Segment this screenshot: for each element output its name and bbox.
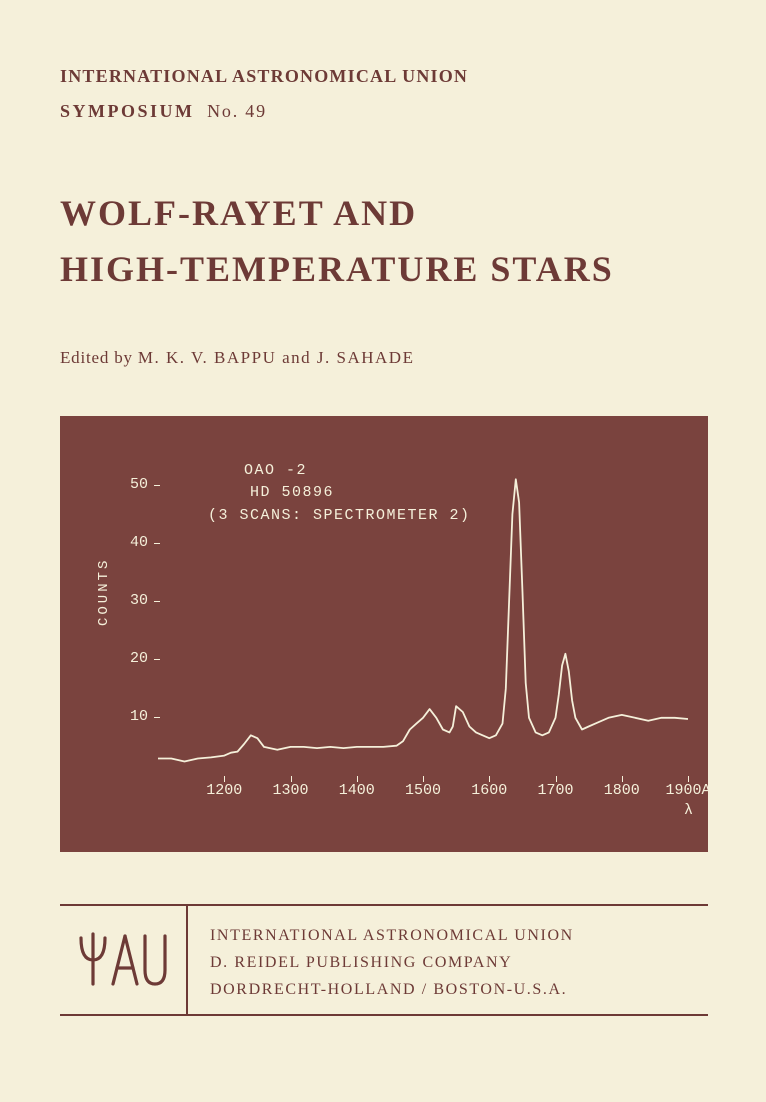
x-tick-label: 1800 — [604, 782, 640, 799]
y-tick-label: 10 — [122, 708, 148, 725]
spectrum-line — [158, 456, 688, 776]
book-cover: INTERNATIONAL ASTRONOMICAL UNION SYMPOSI… — [0, 0, 766, 1102]
publisher-line-1: INTERNATIONAL ASTRONOMICAL UNION — [210, 922, 708, 949]
x-tick-label: 1200 — [206, 782, 242, 799]
x-tick-label: 1400 — [339, 782, 375, 799]
title-line-1: WOLF-RAYET AND — [60, 186, 712, 242]
spectrum-chart: OAO -2 HD 50896 (3 SCANS: SPECTROMETER 2… — [60, 416, 708, 852]
editors-line: Edited by M. K. V. BAPPU and J. SAHADE — [60, 348, 712, 368]
symposium-number: No. 49 — [207, 101, 267, 121]
x-tick-label: 1700 — [537, 782, 573, 799]
publisher-text: INTERNATIONAL ASTRONOMICAL UNION D. REID… — [188, 906, 708, 1014]
y-tick-label: 20 — [122, 650, 148, 667]
y-tick-label: 50 — [122, 476, 148, 493]
x-tick-label: 1500 — [405, 782, 441, 799]
editors-names: M. K. V. BAPPU and J. SAHADE — [138, 348, 415, 367]
x-tick-label: 1900A — [665, 782, 710, 799]
y-axis-label: COUNTS — [96, 557, 112, 625]
y-tick-label: 30 — [122, 592, 148, 609]
x-tick-label: 1600 — [471, 782, 507, 799]
publisher-footer: INTERNATIONAL ASTRONOMICAL UNION D. REID… — [60, 904, 708, 1016]
iau-logo-icon — [75, 928, 171, 992]
iau-logo-cell — [60, 906, 188, 1014]
x-axis-label: λ — [684, 802, 693, 819]
y-tick-label: 40 — [122, 534, 148, 551]
title-line-2: HIGH-TEMPERATURE STARS — [60, 242, 712, 298]
organization-name: INTERNATIONAL ASTRONOMICAL UNION — [60, 66, 712, 87]
editors-prefix: Edited by — [60, 348, 133, 367]
publisher-line-2: D. REIDEL PUBLISHING COMPANY — [210, 949, 708, 976]
publisher-line-3: DORDRECHT-HOLLAND / BOSTON-U.S.A. — [210, 976, 708, 1003]
main-title: WOLF-RAYET AND HIGH-TEMPERATURE STARS — [60, 186, 712, 298]
symposium-line: SYMPOSIUM No. 49 — [60, 101, 712, 122]
symposium-label: SYMPOSIUM — [60, 101, 195, 121]
x-tick-label: 1300 — [272, 782, 308, 799]
